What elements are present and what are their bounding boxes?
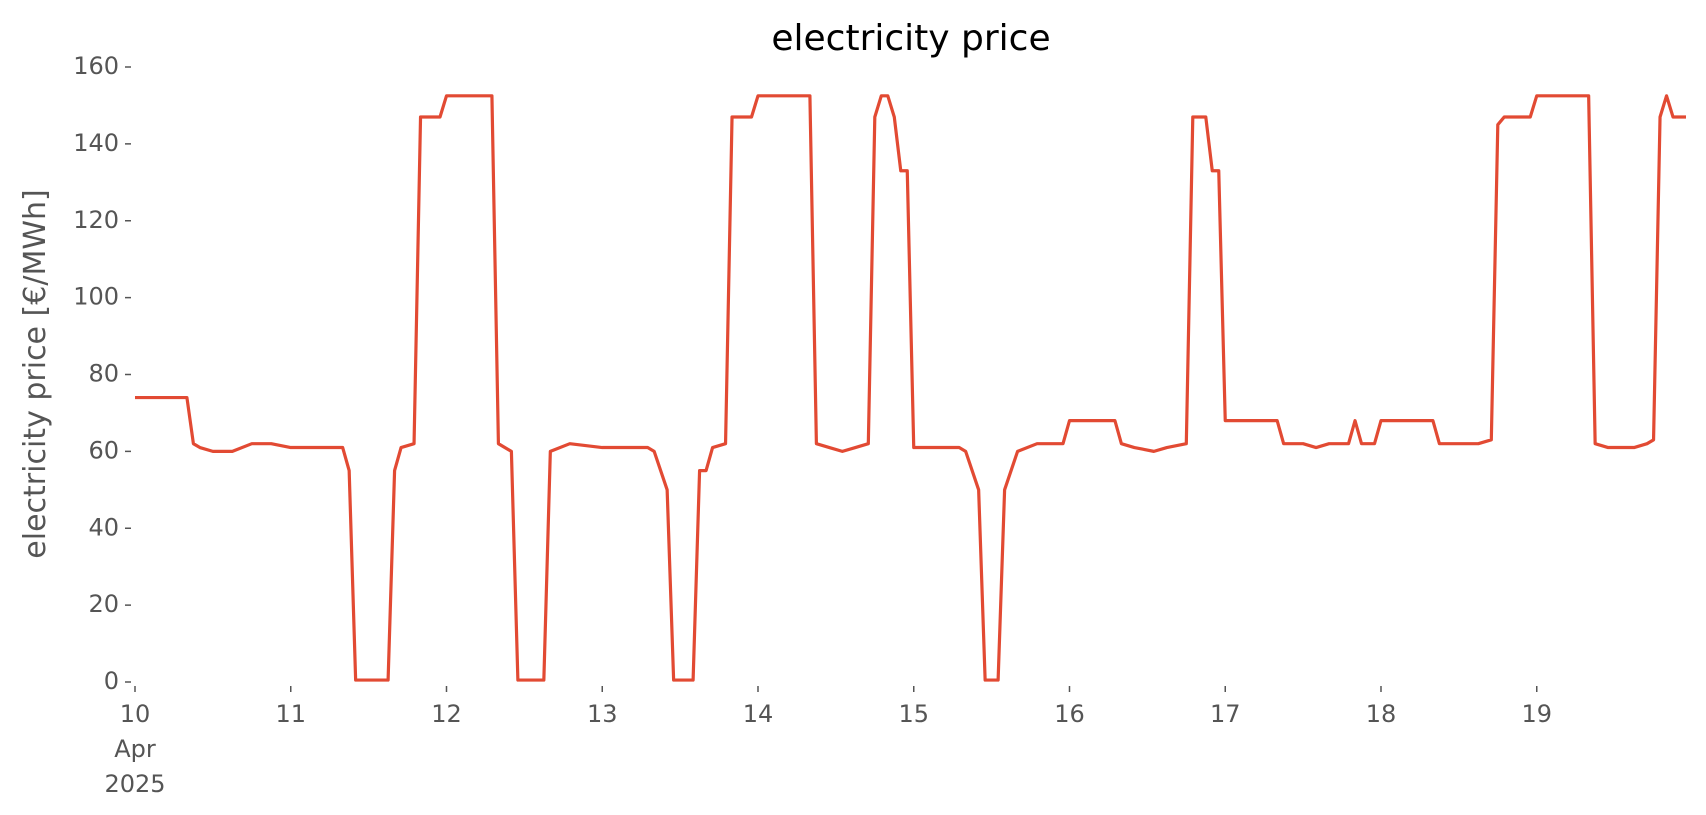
y-tick-label: 100 — [73, 283, 119, 311]
y-tick-label: 80 — [88, 360, 119, 388]
y-tick-label: 120 — [73, 206, 119, 234]
chart-title: electricity price — [771, 18, 1050, 59]
x-tick-label: 16 — [1054, 700, 1085, 728]
x-tick-label: 14 — [743, 700, 774, 728]
x-tick-label: 19 — [1521, 700, 1552, 728]
x-tick-label: 18 — [1366, 700, 1397, 728]
x-tick-label: 11 — [275, 700, 306, 728]
y-tick-label: 60 — [88, 436, 119, 464]
price-line — [135, 94, 1686, 682]
x-tick-label: 10 Apr 2025 — [104, 700, 165, 798]
y-tick-label: 40 — [88, 513, 119, 541]
x-tick-label: 17 — [1210, 700, 1241, 728]
x-tick-label: 12 — [431, 700, 462, 728]
y-tick-label: 140 — [73, 129, 119, 157]
x-tick-label: 15 — [898, 700, 929, 728]
y-axis-label: electricity price [€/MWh] — [18, 189, 53, 558]
y-tick-label: 20 — [88, 590, 119, 618]
y-tick-label: 160 — [73, 52, 119, 80]
x-tick-label: 13 — [587, 700, 618, 728]
y-tick-label: 0 — [104, 667, 119, 695]
